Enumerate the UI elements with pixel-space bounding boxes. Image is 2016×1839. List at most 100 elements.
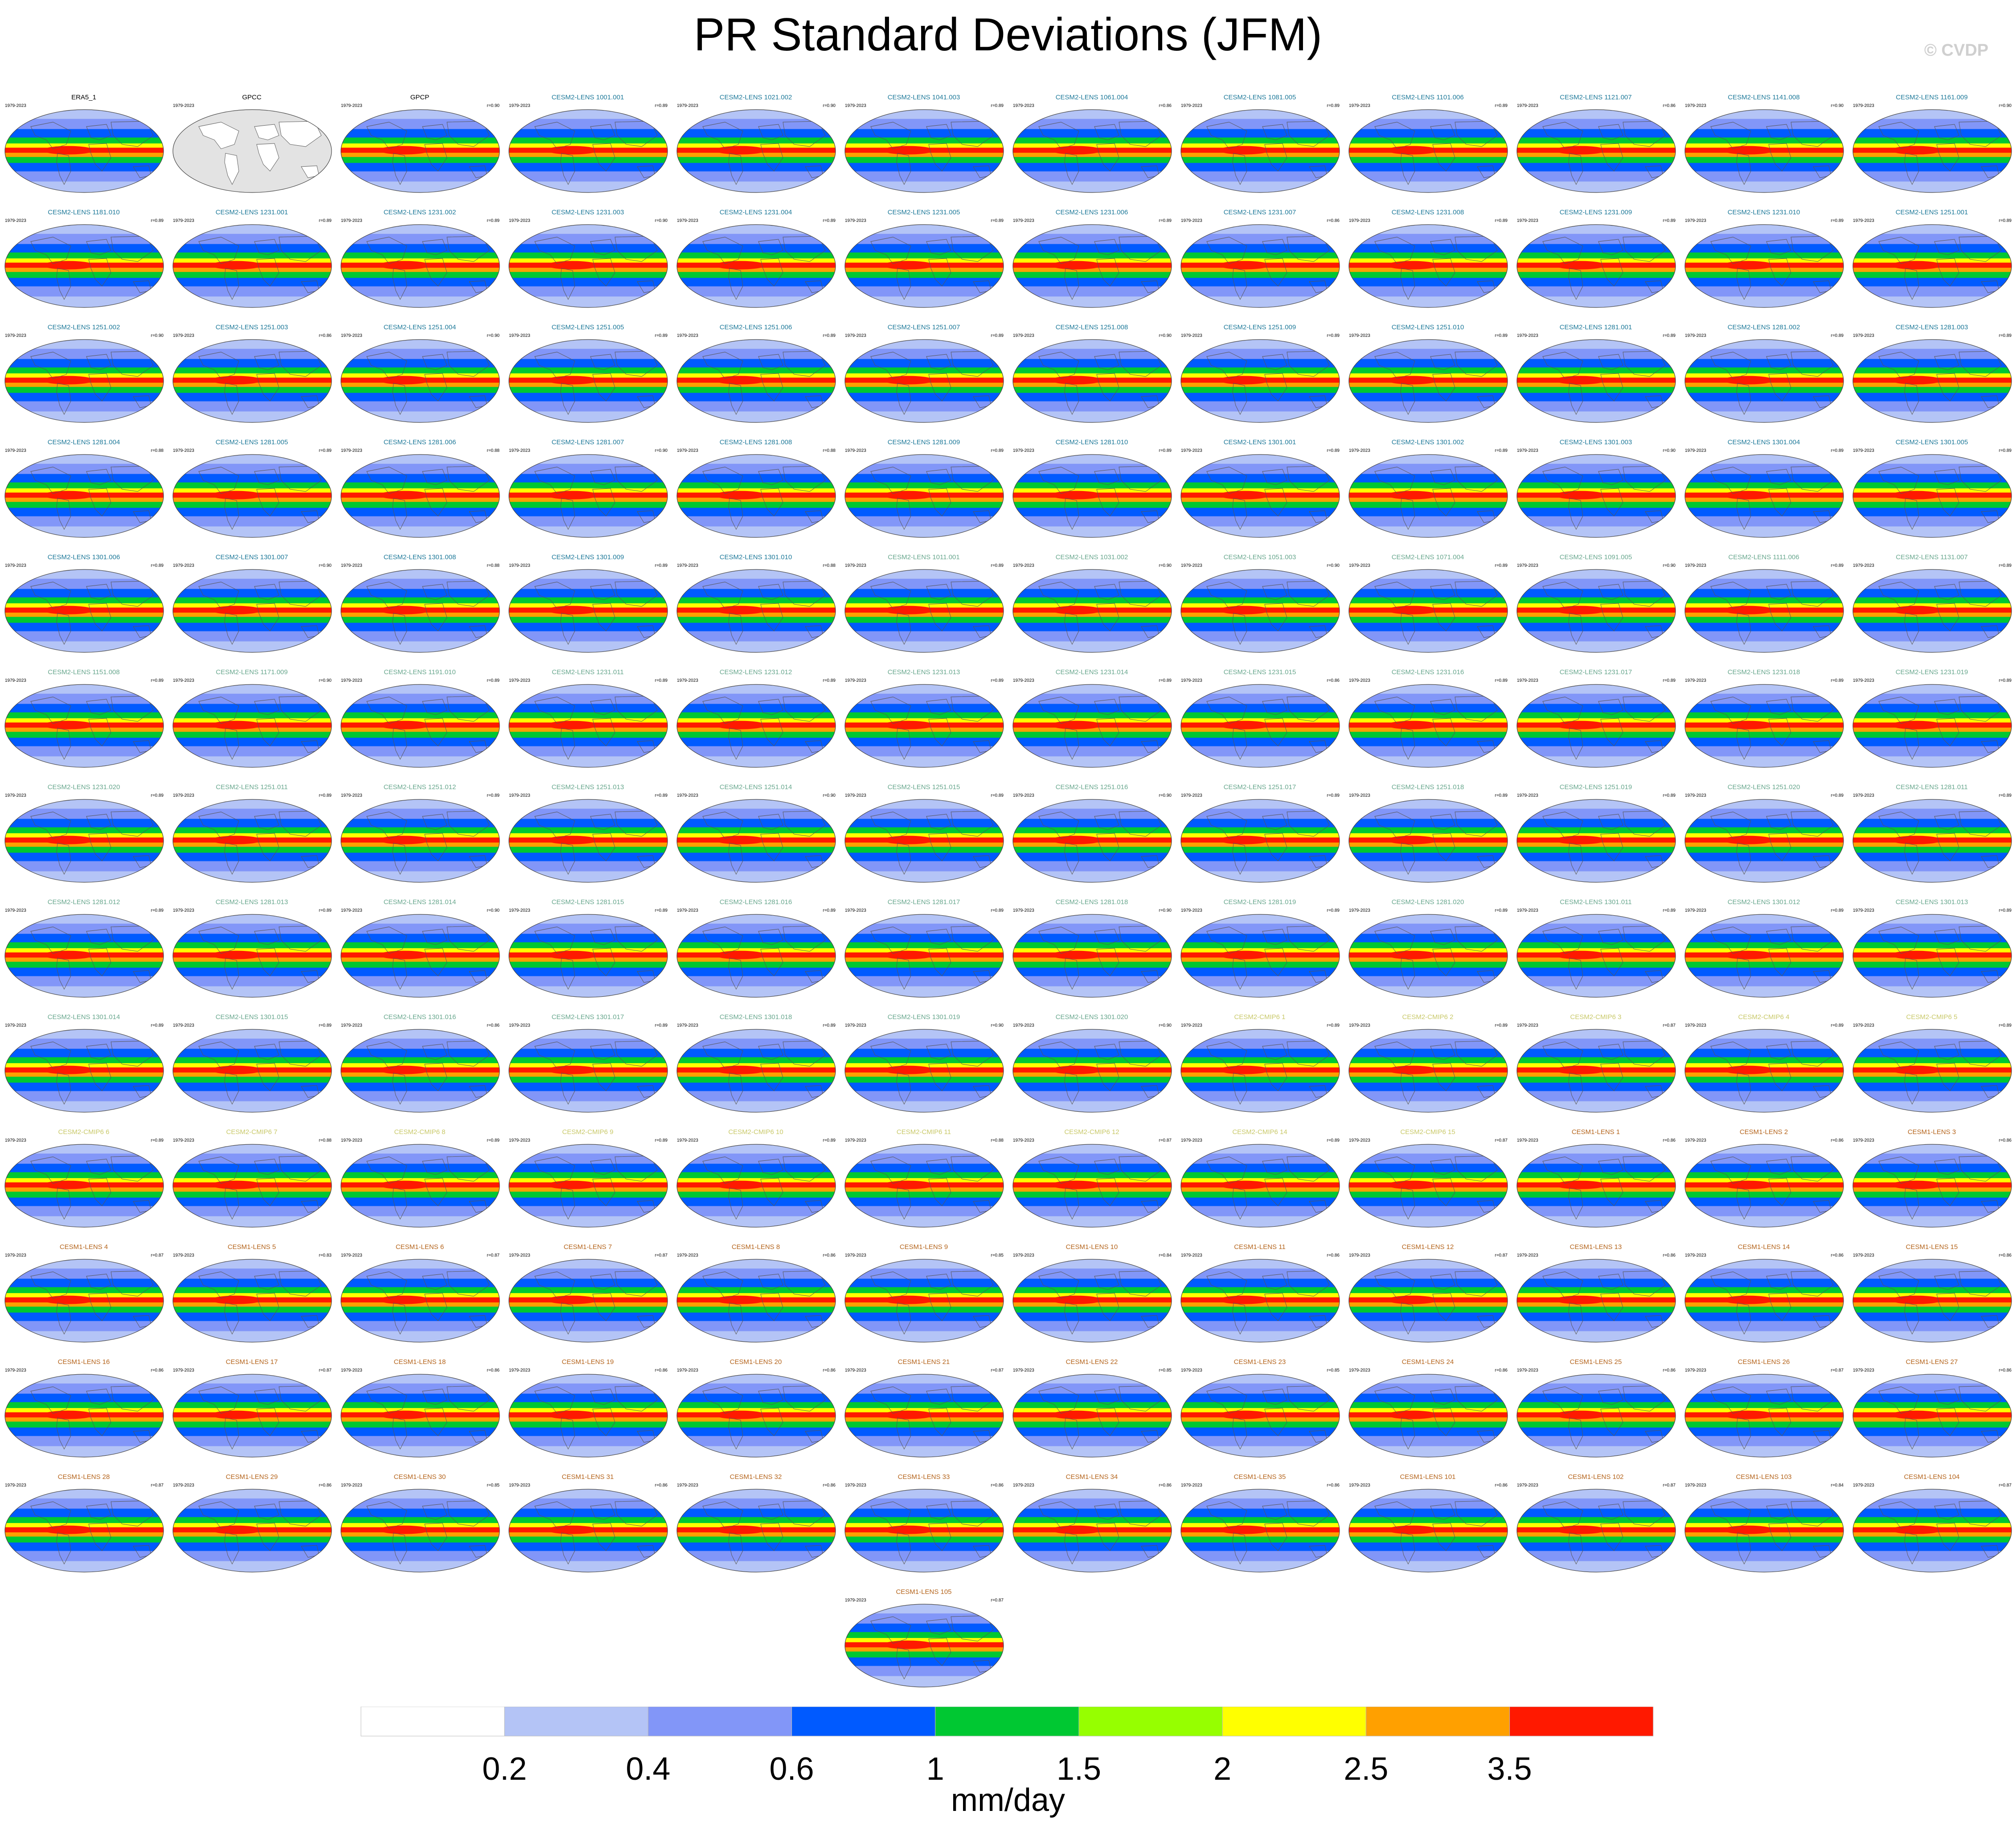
map-panel: CESM1-LENS 27 1979-2023 r=0.86 (1849, 1358, 2014, 1465)
map-panel-title: CESM2-CMIP6 7 (226, 1128, 278, 1136)
map-coastline (254, 354, 279, 370)
colorbar-swatch (504, 1707, 648, 1737)
map-std-band (509, 1038, 668, 1049)
map-std-band (509, 1446, 668, 1457)
map-panel-image (172, 1374, 332, 1458)
map-panel-period: 1979-2023 (1685, 448, 1706, 453)
map-std-band (5, 861, 164, 872)
map-std-band (5, 942, 164, 949)
map-std-band (509, 497, 668, 502)
map-panel-period: 1979-2023 (1349, 1368, 1370, 1373)
map-panel-image (340, 224, 500, 308)
map-std-band (1349, 1417, 1508, 1422)
map-coastline (560, 268, 575, 300)
map-std-band (1685, 508, 1844, 517)
map-std-band (5, 1278, 164, 1288)
map-std-band (1181, 1307, 1340, 1313)
map-std-band (1517, 382, 1676, 387)
map-panel-title: CESM2-LENS 1281.001 (1559, 324, 1632, 331)
map-std-band (677, 278, 836, 287)
map-std-band (1349, 1532, 1508, 1537)
map-std-band (1517, 589, 1676, 598)
map-coastline (1936, 258, 1959, 287)
map-panel-image (340, 109, 500, 193)
map-std-band (1853, 1077, 2012, 1083)
map-panel-pattern-correlation: r=0.87 (151, 1253, 164, 1258)
map-std-band (173, 852, 332, 862)
map-outline (4, 1029, 164, 1113)
map-coastline (1264, 1408, 1287, 1436)
map-std-band (1013, 119, 1172, 130)
map-coastline (1936, 718, 1959, 746)
map-std-band (1013, 986, 1172, 997)
map-std-band (173, 1321, 332, 1331)
map-std-core (378, 261, 430, 270)
map-coastline (560, 383, 575, 415)
map-std-band (1517, 1091, 1676, 1102)
map-coastline (1432, 833, 1455, 861)
map-std-band (1181, 589, 1340, 598)
map-panel-pattern-correlation: r=0.89 (1495, 333, 1508, 338)
map-panel-pattern-correlation: r=0.90 (151, 333, 164, 338)
map-panel: CESM1-LENS 23 1979-2023 r=0.85 (1177, 1358, 1342, 1465)
map-std-core (42, 606, 94, 614)
map-std-band (341, 1172, 500, 1179)
map-coastline (1934, 814, 1959, 830)
map-coastline (392, 1302, 407, 1335)
map-panel: CESM2-CMIP6 8 1979-2023 r=0.89 (337, 1128, 502, 1235)
map-std-band (173, 861, 332, 872)
map-std-band (1685, 482, 1844, 489)
map-std-band (845, 1077, 1004, 1083)
map-std-band (1181, 827, 1340, 834)
map-coastline (1232, 383, 1247, 415)
map-std-band (1685, 631, 1844, 642)
map-std-band (341, 278, 500, 287)
map-std-band (1685, 578, 1844, 590)
map-coastline (1710, 122, 1751, 149)
map-panel-period: 1979-2023 (1349, 793, 1370, 798)
map-panel-image (676, 339, 836, 423)
map-panel-image (4, 799, 164, 883)
map-coastline (392, 383, 407, 415)
map-panel: CESM2-LENS 1081.005 1979-2023 r=0.89 (1177, 94, 1342, 201)
map-coastline (592, 1408, 615, 1436)
map-panel-pattern-correlation: r=0.90 (319, 678, 332, 683)
map-coastline (1936, 143, 1959, 172)
map-std-band (1013, 516, 1172, 527)
map-std-band (1517, 578, 1676, 590)
map-panel-title: ERA5_1 (71, 94, 96, 101)
map-std-band (5, 1523, 164, 1528)
map-panel-title: CESM1-LENS 15 (1905, 1243, 1958, 1251)
map-panel-title: CESM2-LENS 1121.007 (1560, 94, 1632, 101)
map-std-band (173, 1197, 332, 1207)
map-std-core (42, 950, 94, 959)
map-outline (1180, 1489, 1340, 1573)
map-outline (1180, 914, 1340, 998)
map-outline (4, 569, 164, 653)
map-std-band (173, 847, 332, 853)
map-std-band (845, 1638, 1004, 1642)
map-std-band (1013, 393, 1172, 402)
map-std-band (1517, 1268, 1676, 1279)
map-std-band (173, 1144, 332, 1154)
map-coastline (1038, 582, 1079, 609)
map-outline (1516, 914, 1676, 998)
map-std-core (882, 950, 934, 959)
map-panel-period: 1979-2023 (341, 1368, 362, 1373)
map-coastline (86, 1388, 111, 1405)
map-std-band (1013, 455, 1172, 464)
map-panel-image (508, 569, 668, 653)
map-coastline (366, 1156, 407, 1184)
map-coastline (1598, 1503, 1623, 1520)
map-panel-image (676, 1489, 836, 1573)
map-panel: CESM2-LENS 1281.019 1979-2023 r=0.89 (1177, 898, 1342, 1005)
map-panel-image (172, 224, 332, 308)
map-coastline (592, 1293, 615, 1321)
map-coastline (392, 958, 407, 990)
map-panel-image (172, 1259, 332, 1343)
map-std-band (5, 578, 164, 590)
map-coastline (424, 1178, 447, 1206)
map-panel-pattern-correlation: r=0.89 (991, 678, 1004, 683)
map-panel-title: CESM2-LENS 1301.015 (215, 1013, 288, 1021)
map-std-band (1853, 1523, 2012, 1528)
